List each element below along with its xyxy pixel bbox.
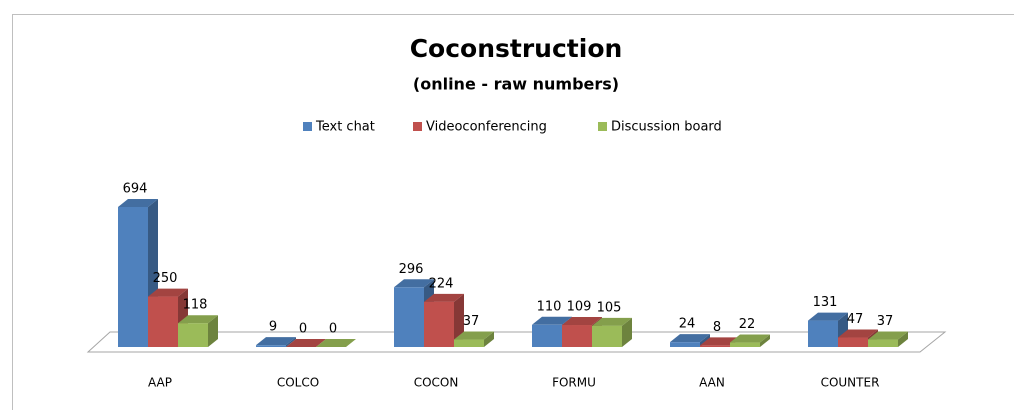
x-tick-label: AAP [148, 376, 172, 390]
data-label: 22 [739, 317, 756, 332]
bar-top [670, 334, 710, 343]
bar [118, 207, 148, 347]
bar-top [562, 317, 602, 326]
bar-top [730, 334, 770, 343]
bar [454, 339, 484, 347]
bar-top [118, 199, 158, 207]
legend-swatch [413, 122, 422, 131]
data-label: 109 [567, 300, 592, 315]
bar-3d [454, 331, 494, 347]
bar [808, 320, 838, 347]
bar [256, 345, 286, 347]
x-tick-label: COUNTER [821, 376, 880, 390]
legend-swatch [303, 122, 312, 131]
bar-top [286, 339, 326, 347]
data-label: 0 [299, 322, 307, 337]
bar-side [898, 331, 908, 347]
chart-title: Coconstruction [410, 34, 623, 63]
legend-label: Discussion board [611, 120, 722, 135]
x-tick-label: FORMU [552, 376, 596, 390]
bar-top [148, 288, 188, 297]
bar [148, 296, 178, 347]
bar-3d [730, 334, 770, 347]
data-label: 131 [813, 295, 838, 310]
bar [592, 325, 622, 347]
bar [394, 287, 424, 347]
x-tick-label: COCON [414, 376, 459, 390]
bar-3d [178, 315, 218, 347]
bar-3d [592, 317, 632, 347]
bar-side [760, 334, 770, 347]
data-label: 118 [183, 298, 208, 313]
bar-3d [118, 199, 158, 347]
bar-top [424, 293, 464, 302]
bar [838, 337, 868, 347]
x-tick-label: AAN [699, 376, 725, 390]
bar-top [316, 339, 356, 347]
bar-3d [256, 337, 296, 347]
bar [532, 324, 562, 347]
data-label: 250 [153, 271, 178, 286]
bar-top [808, 312, 848, 321]
bar-side [208, 315, 218, 347]
data-label: 694 [123, 182, 148, 197]
bar [562, 325, 592, 347]
data-label: 24 [679, 317, 696, 332]
bar-3d [868, 331, 908, 347]
data-label: 37 [463, 314, 480, 329]
legend-label: Text chat [315, 120, 375, 135]
x-tick-label: COLCO [277, 376, 319, 390]
chart-subtitle: (online - raw numbers) [413, 75, 619, 94]
bar-side [286, 337, 296, 347]
legend-label: Videoconferencing [426, 120, 547, 135]
bar [670, 342, 700, 347]
data-label: 8 [713, 320, 721, 335]
bar-top [256, 337, 296, 346]
bar-top [454, 331, 494, 340]
bar [178, 323, 208, 347]
bar-top [178, 315, 218, 324]
bar [730, 342, 760, 347]
bar-top [868, 331, 908, 340]
bar-top [838, 329, 878, 338]
data-label: 110 [537, 299, 562, 314]
bar [700, 345, 730, 347]
bar [424, 301, 454, 347]
data-label: 105 [597, 300, 622, 315]
bar-top [592, 317, 632, 326]
bar-3d [286, 339, 326, 347]
data-label: 47 [847, 312, 864, 327]
bar-top [394, 279, 434, 288]
bar [868, 339, 898, 347]
bar-side [484, 331, 494, 347]
data-label: 0 [329, 322, 337, 337]
legend-swatch [598, 122, 607, 131]
data-label: 224 [429, 276, 454, 291]
bar-3d [316, 339, 356, 347]
data-label: 296 [399, 262, 424, 277]
bar-side [622, 317, 632, 347]
data-label: 9 [269, 320, 277, 335]
bar-top [532, 316, 572, 325]
data-label: 37 [877, 314, 894, 329]
